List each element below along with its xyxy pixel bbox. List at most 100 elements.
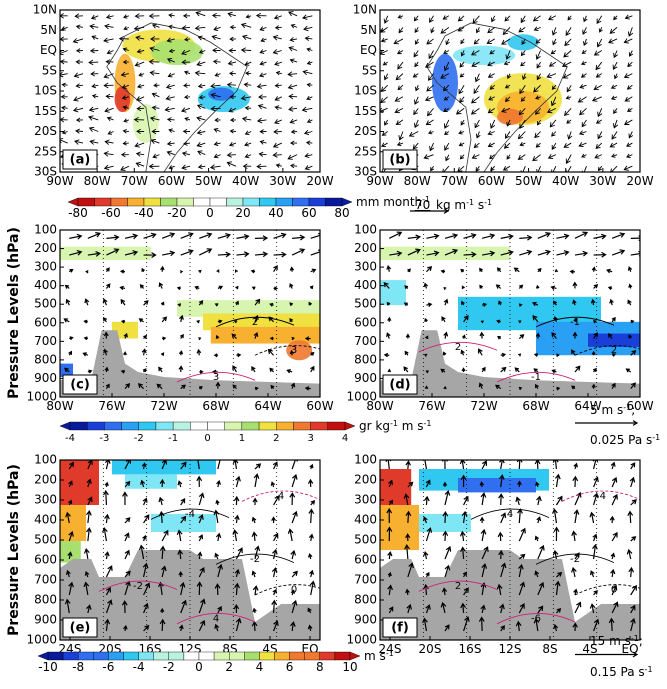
vector (518, 527, 526, 542)
vector (403, 302, 409, 307)
y-tick-label: 900 (34, 613, 57, 627)
vector (388, 499, 394, 506)
y-tick-label: 100 (354, 453, 377, 467)
vector (482, 302, 488, 307)
colorbar-segment (209, 197, 227, 207)
unit-part: -1 (623, 403, 631, 412)
vector (473, 84, 480, 94)
vector (181, 25, 191, 31)
colorbar-tick-label: 1 (239, 433, 245, 444)
vector-legend-unit: kg m-1 s-1 (436, 198, 492, 213)
contour-label: 4 (278, 491, 284, 502)
vector (499, 603, 505, 614)
vector (254, 386, 259, 391)
vector (235, 300, 240, 306)
vector (103, 164, 114, 171)
colorbar-tick-label: 40 (268, 206, 283, 220)
y-tick-label: EQ (40, 43, 57, 57)
vector (160, 301, 165, 306)
x-tick-label: 68W (202, 399, 229, 413)
vector (196, 129, 206, 136)
vector (287, 84, 298, 90)
vector (250, 269, 256, 274)
vector (519, 249, 533, 256)
vector (423, 154, 434, 160)
vector (630, 536, 637, 542)
vector (254, 463, 262, 470)
vector (143, 582, 151, 596)
vector (252, 585, 259, 596)
x-tick-label: 76W (98, 399, 125, 413)
vector (414, 61, 419, 68)
vector (407, 248, 421, 256)
vector (611, 316, 616, 323)
vector (504, 84, 511, 89)
vector (87, 250, 102, 257)
vector (143, 252, 157, 258)
vector (307, 607, 312, 614)
vector (386, 507, 393, 524)
colorbar-tick-label: -10 (38, 660, 58, 674)
vector (272, 461, 278, 470)
vector (386, 332, 391, 339)
vector (606, 268, 613, 274)
vector (196, 475, 203, 488)
vector (194, 285, 200, 290)
vector (121, 95, 129, 100)
vector (609, 515, 615, 524)
vector (388, 606, 394, 614)
vector (88, 126, 99, 133)
panel-content: -1 -1 2 2 (380, 230, 640, 397)
vector (166, 58, 175, 63)
vector (61, 130, 68, 135)
vector (480, 492, 487, 506)
vector (556, 386, 561, 391)
vector (166, 37, 175, 43)
vector (520, 61, 526, 67)
vector (425, 604, 431, 614)
vector (533, 368, 539, 373)
vector (550, 50, 557, 55)
colorbar-segment (138, 421, 157, 431)
vector (611, 476, 618, 488)
vector (156, 383, 163, 390)
contour (574, 584, 640, 596)
vector (133, 25, 145, 31)
y-tick-label: 5S (42, 63, 57, 77)
colorbar-tick-label: -1 (168, 433, 178, 444)
vector (463, 495, 469, 506)
vector (426, 302, 433, 307)
vector (142, 368, 147, 373)
y-tick-label: 400 (34, 513, 57, 527)
vector (566, 119, 572, 124)
vector (387, 368, 392, 373)
panel-content: 2 3 3 (60, 230, 320, 397)
vector (103, 37, 114, 43)
vector (474, 73, 480, 83)
vector (518, 386, 523, 391)
vector (581, 153, 587, 158)
vector (122, 105, 129, 110)
vector (506, 119, 511, 127)
vector (274, 119, 282, 124)
vector (64, 284, 70, 289)
vector (608, 38, 618, 44)
vector-legend-unit: 0.025 Pa s-1 (590, 433, 660, 448)
vector (517, 154, 526, 160)
vector (184, 70, 191, 75)
vector (628, 566, 635, 578)
vector (122, 141, 129, 146)
vector (627, 299, 632, 306)
vector (267, 348, 275, 356)
vector (442, 530, 449, 542)
vector (537, 581, 545, 596)
vector (537, 605, 544, 614)
vector (304, 35, 313, 42)
vector (535, 50, 541, 60)
vector (579, 84, 587, 89)
vector (535, 38, 541, 44)
vector (425, 571, 430, 578)
vector (562, 73, 572, 79)
vector (630, 462, 636, 470)
vector (623, 73, 633, 79)
